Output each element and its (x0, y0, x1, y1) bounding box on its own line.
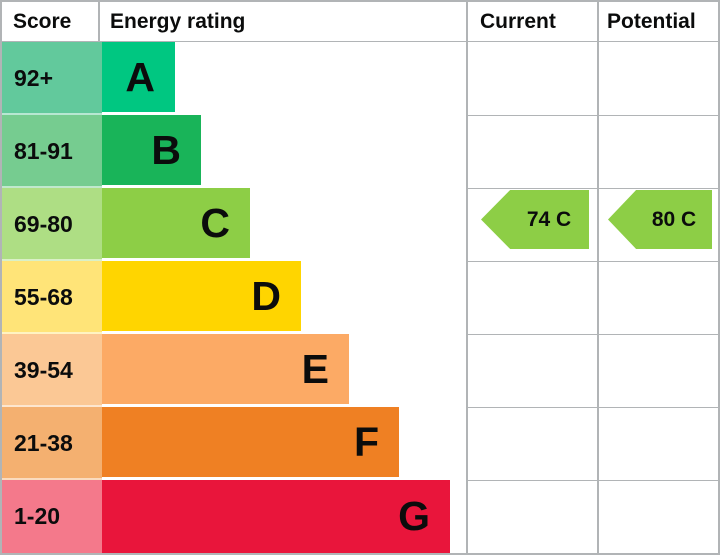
band-bar: A (102, 42, 175, 112)
band-letter: F (353, 418, 379, 465)
row-separator-line (466, 261, 718, 262)
band-bar: E (102, 334, 349, 404)
band-row: 55-68 D (2, 261, 468, 334)
band-score: 55-68 (2, 261, 102, 334)
header-energy-rating: Energy rating (110, 9, 246, 33)
band-bar: D (102, 261, 301, 331)
band-letter: C (200, 199, 230, 246)
row-separator-line (466, 334, 718, 335)
current-column-divider (466, 2, 468, 553)
band-score: 21-38 (2, 407, 102, 480)
chart-header: Score Energy rating Current Potential (2, 2, 718, 42)
band-letter: E (301, 345, 329, 392)
band-row: 92+ A (2, 42, 468, 115)
band-letter: B (151, 126, 181, 173)
band-bar: G (102, 480, 450, 553)
band-score: 92+ (2, 42, 102, 115)
band-score: 39-54 (2, 334, 102, 407)
band-letter: A (125, 53, 155, 100)
band-row: 21-38 F (2, 407, 468, 480)
row-separator-line (466, 115, 718, 116)
potential-arrow: 80 C (608, 190, 712, 249)
row-separator-line (466, 480, 718, 481)
band-row: 1-20 G (2, 480, 468, 553)
row-separator-line (466, 188, 718, 189)
band-letter: D (251, 272, 281, 319)
header-current: Current (480, 9, 556, 33)
current-rating-label: 74 C (526, 207, 572, 231)
band-bar: B (102, 115, 201, 185)
potential-column-divider (597, 2, 599, 553)
potential-rating-label: 80 C (651, 207, 697, 231)
band-score: 81-91 (2, 115, 102, 188)
current-arrow: 74 C (481, 190, 589, 249)
header-score: Score (2, 2, 100, 41)
band-rows: 92+ A 81-91 B 69-80 C 55-68 D 39-54 E 21… (2, 42, 468, 553)
header-potential: Potential (607, 9, 696, 33)
band-letter: G (398, 493, 430, 539)
band-bar: F (102, 407, 399, 477)
band-row: 81-91 B (2, 115, 468, 188)
band-score: 69-80 (2, 188, 102, 261)
band-row: 39-54 E (2, 334, 468, 407)
band-bar: C (102, 188, 250, 258)
band-row: 69-80 C (2, 188, 468, 261)
band-score: 1-20 (2, 480, 102, 553)
row-separator-line (466, 407, 718, 408)
